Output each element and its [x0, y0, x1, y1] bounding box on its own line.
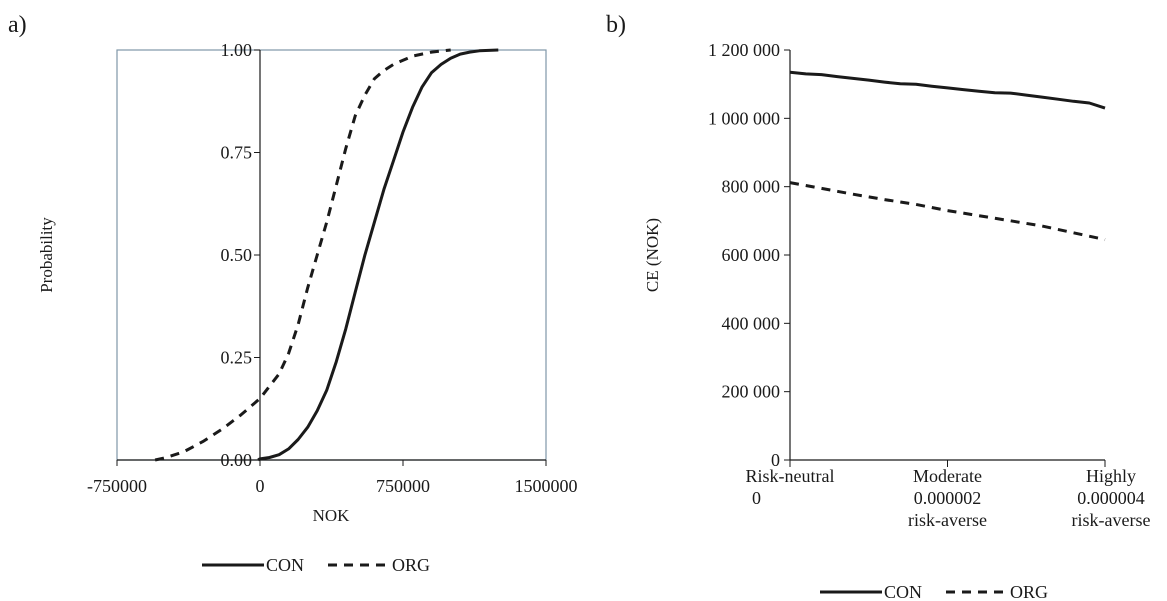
panel-a-x-tick-label: -750000 [87, 476, 147, 496]
panel-b-y-tick-label: 600 000 [722, 245, 781, 265]
panel-b-x-tick-label: Moderate [913, 466, 982, 486]
panel-a-series-org-line [154, 48, 451, 462]
panel-b-legend: CON ORG [820, 582, 1048, 601]
panel-a-y-tick-label: 0.00 [221, 450, 253, 470]
panel-a-y-tick-label: 1.00 [221, 40, 253, 60]
legend-label-con: CON [266, 555, 304, 575]
panel-a-y-tick-label: 0.50 [221, 245, 253, 265]
panel-a-plot-border [116, 49, 547, 461]
panel-a-label: a) [8, 12, 27, 38]
panel-b-x-tick-label: 0.000002 [914, 488, 982, 508]
panel-a-x-tick-label: 1500000 [515, 476, 578, 496]
panel-b-y-tick-label: 0 [771, 450, 780, 470]
panel-b-y-tick-label: 1 000 000 [708, 108, 780, 128]
panel-b-x-tick-label: Highly [1086, 466, 1136, 486]
panel-a-x-tick-label: 0 [256, 476, 265, 496]
panel-a-tick-labels: 0.00 0.25 0.50 0.75 1.00 -750000 0 750000 150000… [87, 40, 578, 496]
panel-b-y-tick-label: 1 200 000 [708, 40, 780, 60]
panel-a-legend: CON ORG [202, 555, 430, 575]
panel-b-x-tick-label: risk-averse [908, 510, 987, 530]
panel-a-y-tick-label: 0.75 [221, 143, 253, 163]
panel-a-axes [116, 49, 547, 466]
legend-label-org: ORG [1010, 582, 1048, 601]
panel-a-x-axis-label: NOK [313, 506, 351, 525]
legend-label-con: CON [884, 582, 922, 601]
panel-a-series-con-line [257, 48, 499, 462]
panel-b-y-tick-label: 400 000 [722, 313, 781, 333]
panel-a-series [154, 48, 499, 462]
panel-b-x-tick-label: Risk-neutral [746, 466, 835, 486]
legend-label-org: ORG [392, 555, 430, 575]
panel-b-tick-labels: 0 200 000 400 000 600 000 800 000 1 000 000 1 … [708, 40, 1150, 530]
panel-b-x-tick-label: 0 [752, 488, 761, 508]
panel-b-y-axis-label: CE (NOK) [643, 218, 662, 292]
panel-b-x-tick-label: 0.000004 [1077, 488, 1145, 508]
panel-a-x-tick-label: 750000 [376, 476, 430, 496]
panel-b-x-tick-label: risk-averse [1072, 510, 1151, 530]
panel-b-y-tick-label: 200 000 [722, 382, 781, 402]
panel-b-ce-chart: b) 0 200 000 400 000 600 000 800 000 1 000 00… [606, 12, 1150, 601]
panel-b-y-tick-label: 800 000 [722, 177, 781, 197]
panel-a-cdf-chart: a) 0.00 0.25 0.50 0.75 1.00 -750000 0 750000 150… [8, 12, 578, 575]
panel-b-series-con-line [789, 70, 1106, 110]
panel-b-series [789, 70, 1106, 242]
panel-b-label: b) [606, 12, 626, 38]
panel-a-y-tick-label: 0.25 [221, 348, 253, 368]
panel-b-series-org-line [789, 181, 1106, 242]
panel-b-axes [784, 49, 1106, 467]
panel-a-y-axis-label: Probability [37, 217, 56, 293]
